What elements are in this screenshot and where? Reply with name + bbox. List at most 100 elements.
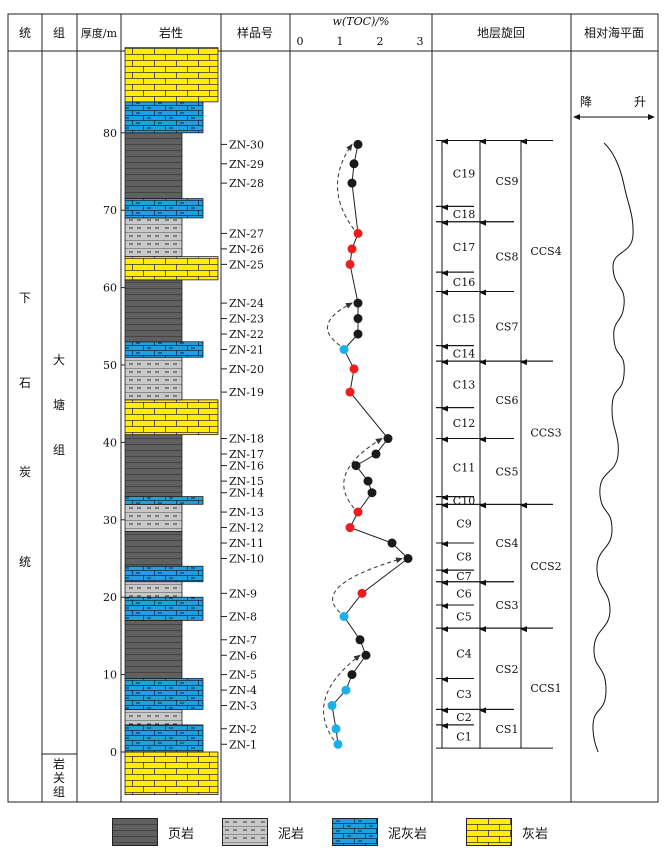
legend-item-marl: 泥灰岩: [332, 818, 427, 846]
cycle-c-label: C2: [456, 711, 471, 724]
thickness-tick-label: 40: [103, 436, 117, 449]
toc-point-black: [383, 434, 393, 444]
system-char: 统: [19, 555, 31, 569]
legend-label-marl: 泥灰岩: [388, 826, 428, 842]
header-cycles: 地层旋回: [477, 26, 525, 40]
cycle-cs-label: CS9: [496, 175, 519, 188]
toc-point-red: [353, 507, 363, 517]
cycle-c-label: C17: [453, 241, 475, 254]
sample-label: ZN-19: [229, 386, 264, 399]
toc-point-black: [347, 670, 357, 680]
legend-swatch-mudstone: [222, 818, 268, 846]
sample-label: ZN-13: [229, 506, 264, 519]
thickness-tick-label: 60: [103, 282, 117, 295]
sea-level-fall-label: 降: [580, 95, 592, 109]
sample-label: ZN-11: [229, 537, 264, 550]
toc-point-black: [353, 329, 363, 339]
lithology-layer-limestone: [124, 47, 219, 103]
sample-label: ZN-7: [229, 634, 257, 647]
lithology-layer-marl: [124, 496, 204, 505]
thickness-axis: 0 10 20 30 40 50 60 70 80: [103, 127, 126, 759]
lithology-layer-marl: [124, 678, 204, 710]
trend-arrow: [332, 557, 403, 613]
column-headers: 统 组 厚度/m 岩性 样品号 w(TOC)/% 地层旋回 相对海平面: [19, 15, 644, 40]
cycle-ccs-label: CCS4: [530, 245, 561, 258]
header-formation: 组: [53, 26, 65, 40]
cycle-c-label: C18: [453, 208, 475, 221]
legend-label-limestone: 灰岩: [522, 826, 549, 842]
formation-char: 关: [53, 771, 65, 785]
toc-point-red: [353, 228, 363, 238]
header-lithology: 岩性: [159, 25, 183, 40]
trend-arrows: [323, 143, 403, 741]
sea-level-arrowhead-right: [648, 114, 655, 120]
lithology-layer-limestone: [124, 256, 219, 281]
lithology-layer-mudstone: [124, 581, 183, 598]
trend-arrow: [343, 438, 383, 509]
toc-point-black: [353, 139, 363, 149]
header-thickness: 厚度/m: [81, 26, 118, 40]
legend-swatch-limestone: [466, 818, 512, 846]
cycle-cs-label: CS2: [496, 663, 519, 676]
lithology-layer-marl: [124, 596, 204, 621]
thickness-tick-label: 50: [103, 359, 117, 372]
cycle-c-label: C13: [453, 378, 475, 391]
cycle-c-label: C4: [456, 647, 471, 660]
stratigraphic-cycles: C1 C2 C3 C4 C5 C6 C7 C8 C9 C10 C11 C12 C13 C14 C15 C16 C…: [436, 138, 562, 749]
lithology-layer-marl: [124, 198, 204, 219]
sample-label: ZN-30: [229, 138, 264, 151]
sample-label: ZN-10: [229, 553, 264, 566]
lithology-layer-shale: [124, 132, 183, 199]
lithology-layer-mudstone: [124, 356, 183, 401]
lithology-layer-marl: [124, 724, 204, 753]
sample-label: ZN-24: [229, 297, 264, 310]
system-char: 下: [19, 291, 31, 305]
cycle-c-label: C19: [453, 167, 475, 180]
toc-point-red: [357, 588, 367, 598]
toc-point-blue: [341, 685, 351, 695]
header-sample-no: 样品号: [237, 25, 273, 40]
sample-label: ZN-6: [229, 649, 257, 662]
toc-point-black: [367, 488, 377, 498]
cycle-cs-label: CS6: [496, 394, 519, 407]
cycle-c-label: C16: [453, 276, 475, 289]
cycle-c-label: C5: [456, 611, 471, 624]
toc-point-black: [361, 650, 371, 660]
toc-point-red: [349, 364, 359, 374]
cycle-c-label: C11: [453, 462, 475, 475]
cycle-cs-label: CS4: [496, 537, 519, 550]
lithology-layer-limestone: [124, 399, 219, 436]
cycle-c-label: C1: [456, 731, 471, 744]
trend-arrow: [337, 143, 355, 230]
sample-label: ZN-12: [229, 522, 264, 535]
toc-point-red: [345, 523, 355, 533]
formation-lower-label: 岩 关 组: [53, 756, 65, 799]
sample-label: ZN-16: [229, 460, 264, 473]
sample-label: ZN-8: [229, 611, 257, 624]
legend: 页岩 泥岩 泥灰岩 灰岩: [0, 818, 670, 858]
cycle-c-label: C6: [456, 587, 471, 600]
sample-label: ZN-27: [229, 227, 264, 240]
sample-label: ZN-14: [229, 487, 264, 500]
thickness-tick-label: 10: [103, 669, 117, 682]
lithology-layer-shale: [124, 620, 183, 679]
lithology-layer-marl: [124, 101, 204, 134]
toc-point-black: [403, 554, 413, 563]
cycle-ccs-label: CCS2: [530, 560, 561, 573]
lithology-layer-marl: [124, 341, 204, 358]
cycle-c-label: C15: [453, 313, 475, 326]
sample-label: ZN-26: [229, 243, 264, 256]
legend-item-shale: 页岩: [112, 818, 194, 846]
sea-level-rise-label: 升: [634, 95, 646, 109]
formation-char: 岩: [53, 756, 65, 771]
legend-label-mudstone: 泥岩: [278, 826, 305, 842]
sample-label: ZN-25: [229, 258, 264, 271]
legend-label-shale: 页岩: [168, 826, 195, 842]
toc-plot: [327, 139, 413, 749]
lithology-layer-mudstone: [124, 709, 183, 726]
toc-point-black: [353, 314, 363, 324]
sea-level-arrowhead-left: [573, 114, 580, 120]
lithology-layer-mudstone: [124, 503, 183, 532]
thickness-tick-label: 80: [103, 127, 117, 140]
cycle-cs-label: CS3: [496, 599, 519, 612]
